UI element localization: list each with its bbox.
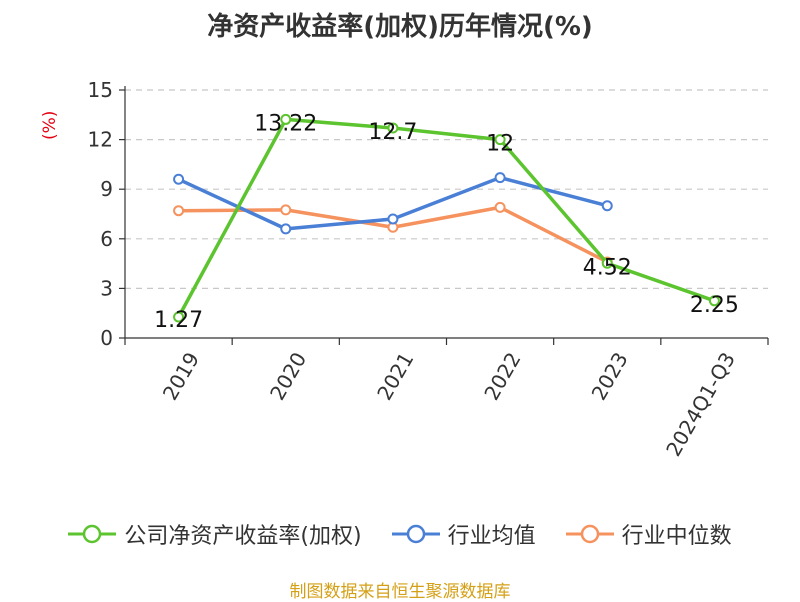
y-tick-label: 9 <box>100 177 113 201</box>
data-point[interactable] <box>173 311 185 323</box>
x-tick-label: 2021 <box>372 348 418 404</box>
legend-item-industry-median[interactable]: 行业中位数 <box>565 518 732 550</box>
data-point[interactable] <box>173 173 185 185</box>
legend: 公司净资产收益率(加权) 行业均值 行业中位数 <box>0 518 800 550</box>
y-tick-label: 6 <box>100 227 113 251</box>
legend-label: 行业均值 <box>447 524 536 549</box>
x-tick-label: 2020 <box>265 348 311 404</box>
x-tick-label: 2022 <box>479 348 525 404</box>
x-tick-label: 2024Q1-Q3 <box>661 348 740 460</box>
data-point[interactable] <box>280 204 292 216</box>
data-point[interactable] <box>173 205 185 217</box>
data-point[interactable] <box>708 295 720 307</box>
data-label-layer: 1.27 13.22 12.7 12 4.52 2.25 <box>154 111 739 333</box>
x-tick-label: 2019 <box>158 348 204 404</box>
data-point[interactable] <box>387 213 399 225</box>
data-label: 4.52 <box>583 255 632 280</box>
axes-layer: 0 3 6 9 12 15 2019 2020 2021 2022 2023 2024Q1-Q3 <box>88 78 769 460</box>
data-label: 12 <box>486 132 514 157</box>
x-tick-label: 2023 <box>587 348 633 404</box>
data-point[interactable] <box>387 122 399 134</box>
data-point[interactable] <box>494 201 506 213</box>
y-tick-label: 3 <box>100 276 113 300</box>
data-point[interactable] <box>601 200 613 212</box>
data-point[interactable] <box>280 113 292 125</box>
legend-line-marker-icon <box>391 524 440 544</box>
data-point[interactable] <box>280 223 292 235</box>
y-tick-label: 12 <box>88 128 113 152</box>
legend-line-marker-icon <box>68 524 117 544</box>
data-label: 1.27 <box>154 308 203 333</box>
data-label: 12.7 <box>368 120 417 145</box>
y-tick-label: 15 <box>88 78 113 102</box>
legend-item-industry-mean[interactable]: 行业均值 <box>391 518 536 550</box>
data-point[interactable] <box>601 257 613 269</box>
legend-item-company[interactable]: 公司净资产收益率(加权) <box>68 518 362 550</box>
data-point[interactable] <box>494 134 506 146</box>
series-layer <box>173 113 720 323</box>
legend-label: 行业中位数 <box>621 524 732 549</box>
line-chart: 0 3 6 9 12 15 2019 2020 2021 2022 2023 2024Q1-Q3 1.… <box>88 78 769 460</box>
data-label: 13.22 <box>254 111 317 136</box>
series-line <box>177 117 715 318</box>
data-point[interactable] <box>494 172 506 184</box>
data-label: 2.25 <box>690 293 739 318</box>
legend-line-marker-icon <box>565 524 614 544</box>
data-source-note: 制图数据来自恒生聚源数据库 <box>289 582 511 602</box>
legend-label: 公司净资产收益率(加权) <box>124 524 362 549</box>
grid-layer <box>125 89 768 289</box>
chart-title: 净资产收益率(加权)历年情况(%) <box>207 12 593 42</box>
y-tick-label: 0 <box>100 326 113 350</box>
